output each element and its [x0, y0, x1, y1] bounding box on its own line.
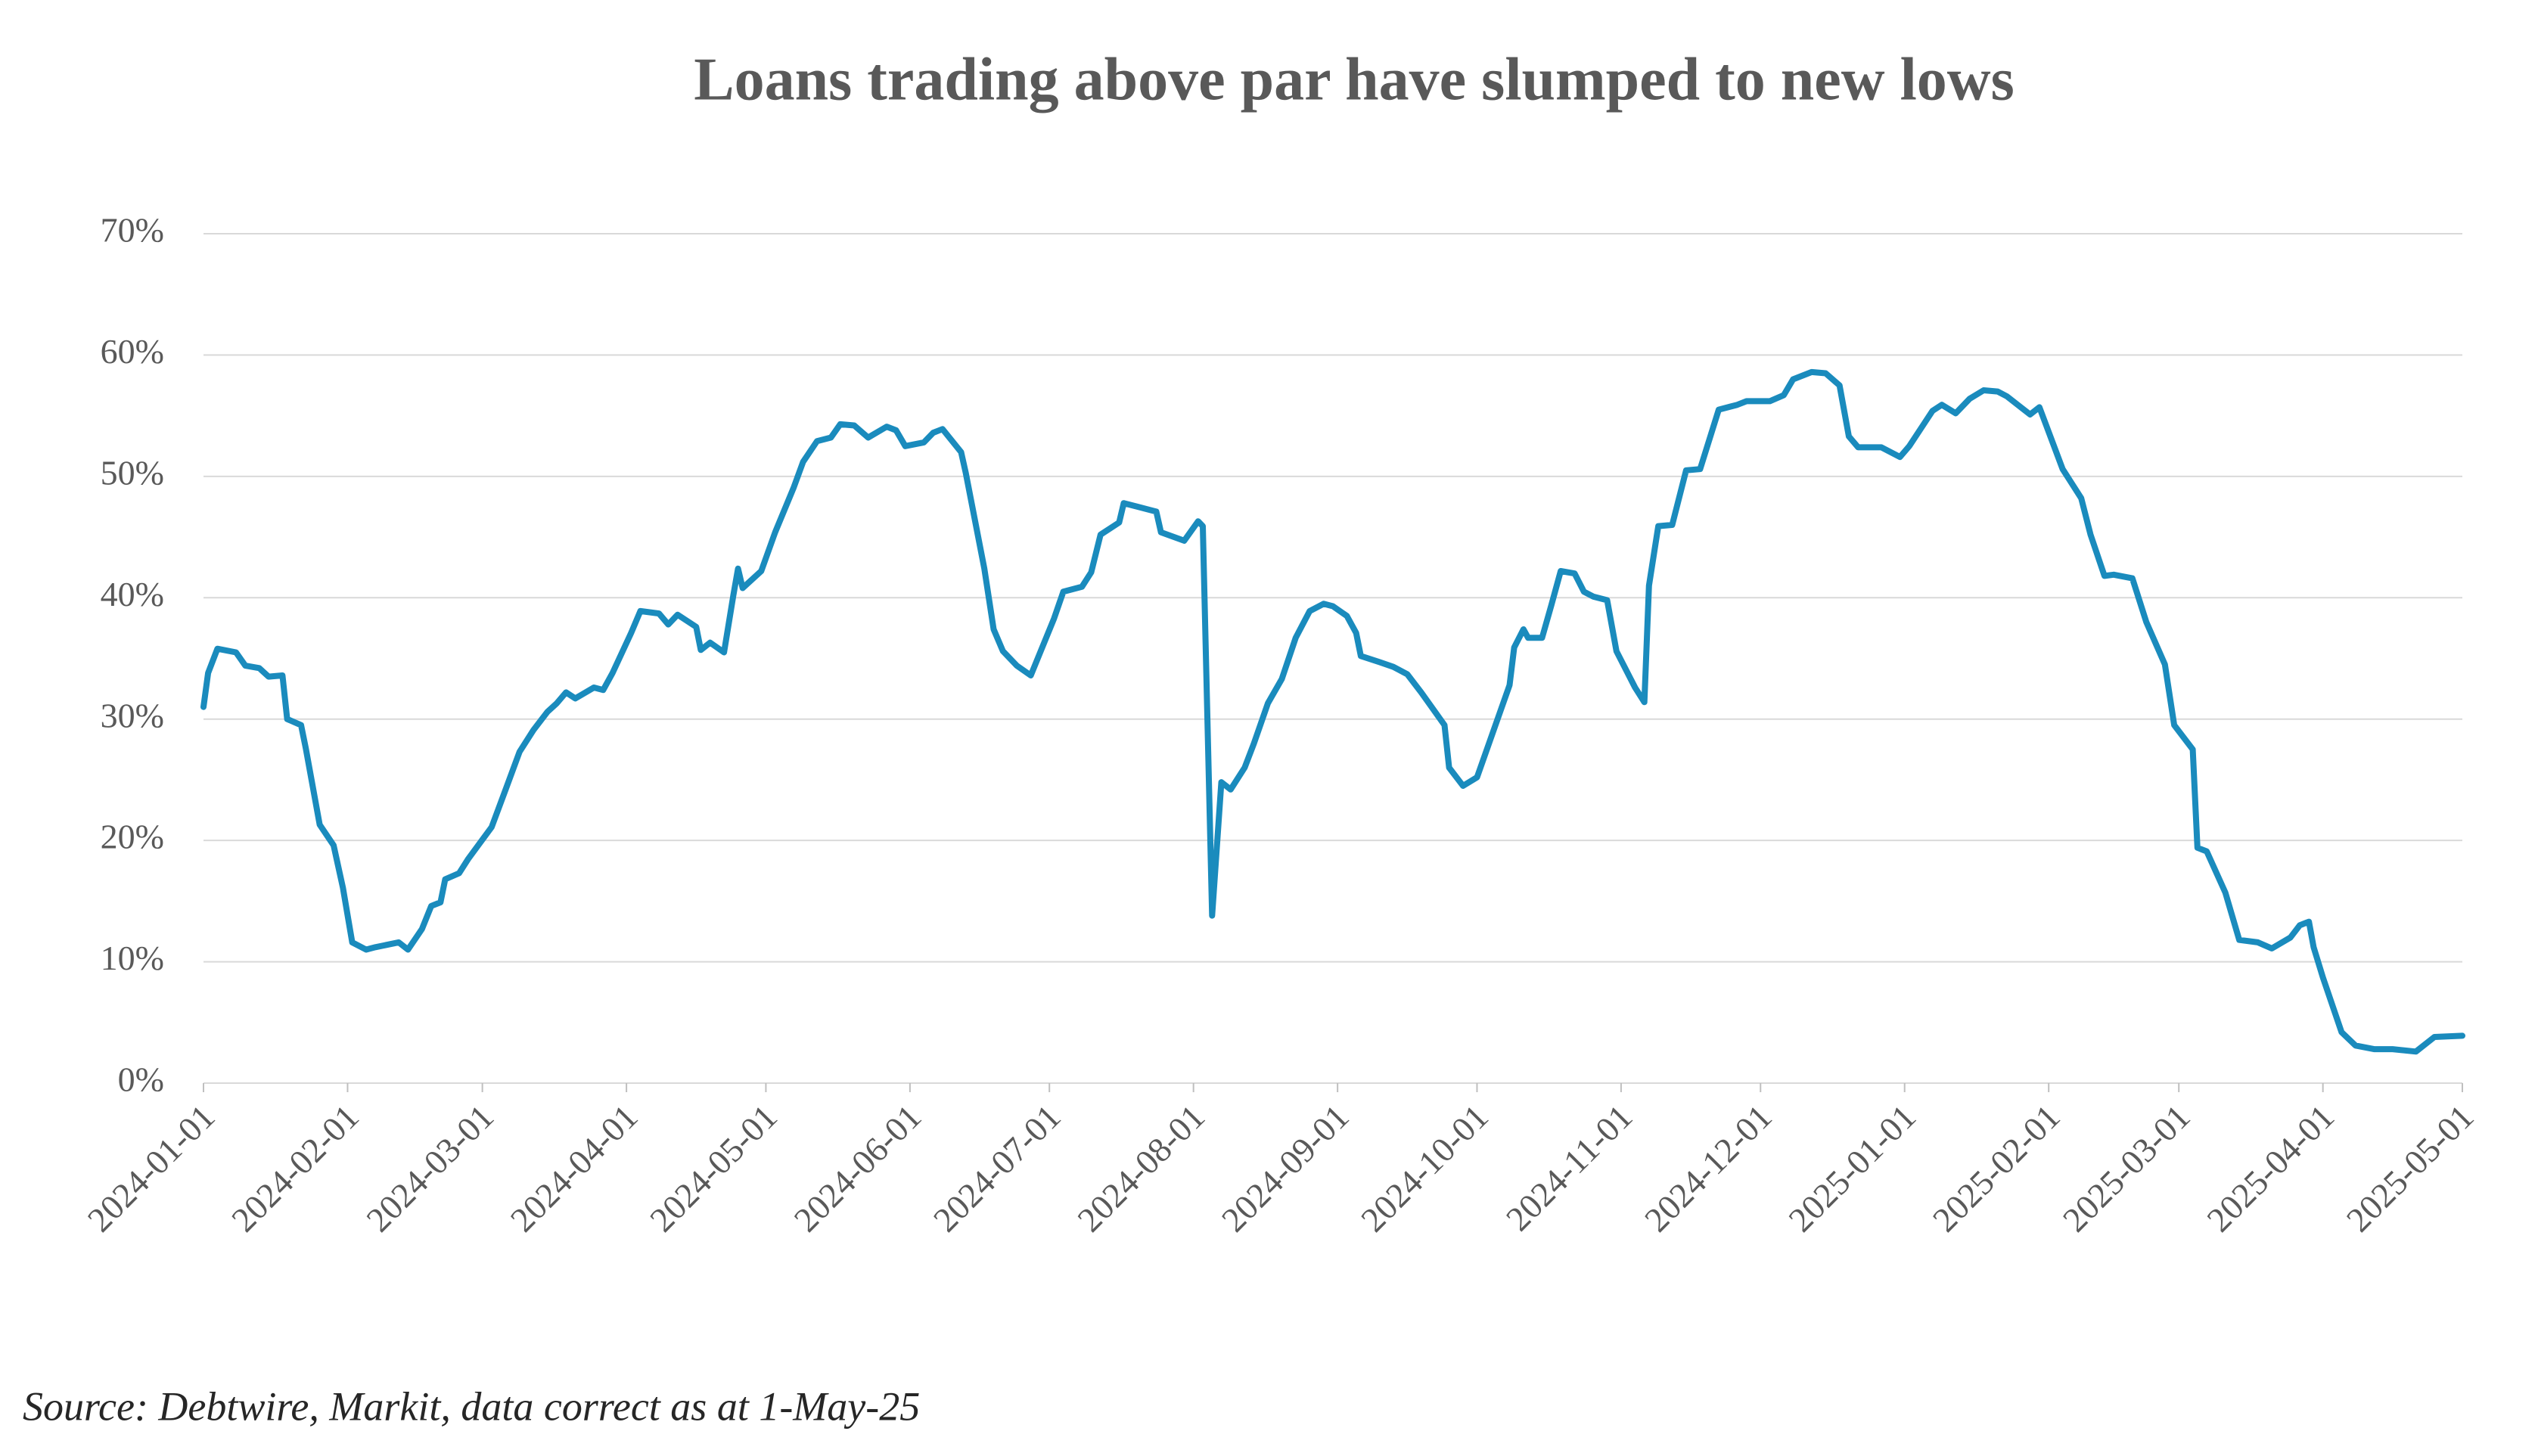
y-tick-label: 60% [101, 332, 164, 371]
x-tick-label: 2025-02-01 [1925, 1097, 2067, 1239]
y-tick-label: 50% [101, 453, 164, 492]
x-tick-label: 2024-07-01 [926, 1097, 1068, 1239]
x-tick-label: 2025-05-01 [2339, 1097, 2481, 1239]
x-tick-label: 2024-09-01 [1214, 1097, 1356, 1239]
x-tick-label: 2024-04-01 [503, 1097, 645, 1239]
x-tick-label: 2025-01-01 [1781, 1097, 1923, 1239]
chart-title: Loans trading above par have slumped to … [694, 46, 2014, 113]
x-tick-label: 2024-11-01 [1499, 1097, 1640, 1238]
source-note: Source: Debtwire, Markit, data correct a… [23, 1383, 920, 1429]
y-tick-label: 70% [101, 211, 164, 250]
x-tick-label: 2024-08-01 [1070, 1097, 1212, 1239]
x-tick-label: 2025-03-01 [2055, 1097, 2198, 1239]
x-tick-label: 2024-12-01 [1637, 1097, 1779, 1239]
x-tick-label: 2024-10-01 [1353, 1097, 1496, 1239]
x-tick-label: 2024-05-01 [642, 1097, 784, 1239]
y-tick-label: 20% [101, 818, 164, 856]
y-tick-label: 0% [118, 1060, 164, 1099]
x-tick-label: 2024-01-01 [80, 1097, 222, 1239]
x-tick-label: 2024-06-01 [787, 1097, 929, 1239]
y-tick-label: 30% [101, 696, 164, 734]
y-tick-label: 40% [101, 575, 164, 613]
y-tick-label: 10% [101, 939, 164, 977]
x-tick-label: 2024-03-01 [359, 1097, 501, 1239]
data-line [200, 368, 2465, 1055]
x-tick-label: 2025-04-01 [2199, 1097, 2341, 1239]
x-tick-label: 2024-02-01 [224, 1097, 366, 1239]
